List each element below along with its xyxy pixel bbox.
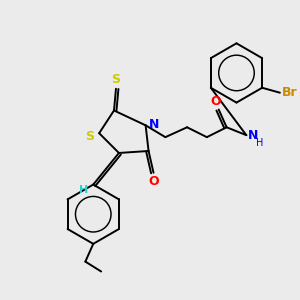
- Text: S: S: [85, 130, 94, 143]
- Text: H: H: [256, 138, 263, 148]
- Text: O: O: [210, 95, 221, 108]
- Text: H: H: [79, 184, 88, 194]
- Text: S: S: [112, 74, 121, 86]
- Text: N: N: [248, 129, 259, 142]
- Text: Br: Br: [282, 86, 298, 99]
- Text: N: N: [149, 118, 160, 131]
- Text: O: O: [148, 175, 159, 188]
